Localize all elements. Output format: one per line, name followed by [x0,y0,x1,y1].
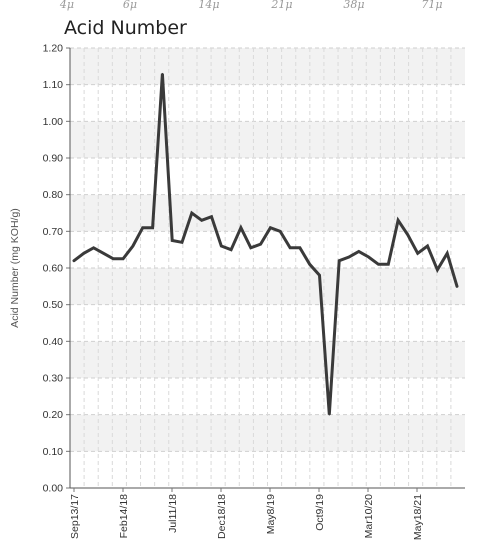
x-tick-label: Mar10/20 [363,494,375,539]
data-point [328,413,331,416]
axes [69,48,465,489]
x-tick-label: Sep13/17 [69,494,81,539]
x-tick-label: Jul11/18 [167,494,179,533]
data-point [73,259,75,262]
data-point [436,269,439,271]
data-point [299,247,301,249]
data-point [102,252,105,255]
data-point [83,252,85,255]
data-point [289,247,291,249]
y-tick-label: 0.10 [43,446,64,458]
data-point [112,258,115,260]
data-point [92,247,95,249]
top-scale-label: 14μ [198,0,220,11]
data-point [249,247,252,249]
y-tick-label: 0.60 [43,263,64,275]
series-line [72,73,459,415]
data-point [151,226,154,229]
y-tick-label: 0.00 [43,483,64,495]
x-tick-label: Feb14/18 [118,494,130,539]
data-point [259,243,262,245]
plot-band [70,378,465,415]
data-point [357,250,360,253]
x-tick-labels: Sep13/17 Feb14/18 Jul11/18 Dec18/18 May8/19 O… [69,488,424,540]
y-tick-label: 0.20 [43,409,64,421]
y-axis-label: Acid Number (mg KOH/g) [9,208,21,328]
chart-title: Acid Number [64,17,187,39]
data-point [122,258,124,260]
data-point [210,215,213,218]
x-tick-label: May18/21 [412,494,424,540]
data-point [377,263,380,266]
data-point [387,263,390,266]
y-tick-label: 1.00 [43,116,64,128]
data-point [141,226,144,229]
data-point [348,256,350,258]
series-group [72,72,459,416]
data-point [446,252,448,255]
data-point [200,219,203,222]
y-tick-label: 0.30 [43,373,64,385]
data-point [191,212,193,214]
top-scale-label: 4μ [59,0,75,11]
data-point [338,259,340,262]
data-point [171,239,174,242]
data-point [367,256,370,258]
y-tick-label: 1.10 [43,79,64,91]
top-scale-label: 21μ [271,0,293,11]
data-point [426,245,429,247]
y-tick-label: 0.70 [43,226,64,238]
data-point [220,245,223,247]
y-tick-label: 1.20 [43,43,64,55]
data-point [279,230,282,233]
y-tick-label: 0.40 [43,336,64,348]
x-tick-label: Dec18/18 [216,494,228,539]
data-point [240,226,242,229]
data-point [161,72,164,75]
x-tick-label: Oct9/19 [314,494,326,531]
data-point [132,245,134,247]
x-tick-label: May8/19 [265,494,277,534]
top-scale: 4μ 6μ 14μ 21μ 38μ 71μ [0,0,490,14]
y-tick-label: 0.90 [43,153,64,165]
y-tick-labels: 0.00 0.10 0.20 0.30 0.40 0.50 0.60 0.70 0.80 0.90… [43,43,64,495]
top-scale-label: 6μ [122,0,138,11]
data-point [407,234,409,236]
data-point [456,285,458,288]
data-point [181,241,183,244]
data-point [416,252,419,255]
data-point [230,248,232,251]
data-point [397,219,399,222]
data-point [308,263,311,266]
data-point [269,226,272,229]
data-point [318,274,321,277]
y-tick-label: 0.80 [43,189,64,201]
top-scale-label: 38μ [343,0,365,11]
top-scale-label: 71μ [421,0,443,11]
y-tick-label: 0.50 [43,299,64,311]
